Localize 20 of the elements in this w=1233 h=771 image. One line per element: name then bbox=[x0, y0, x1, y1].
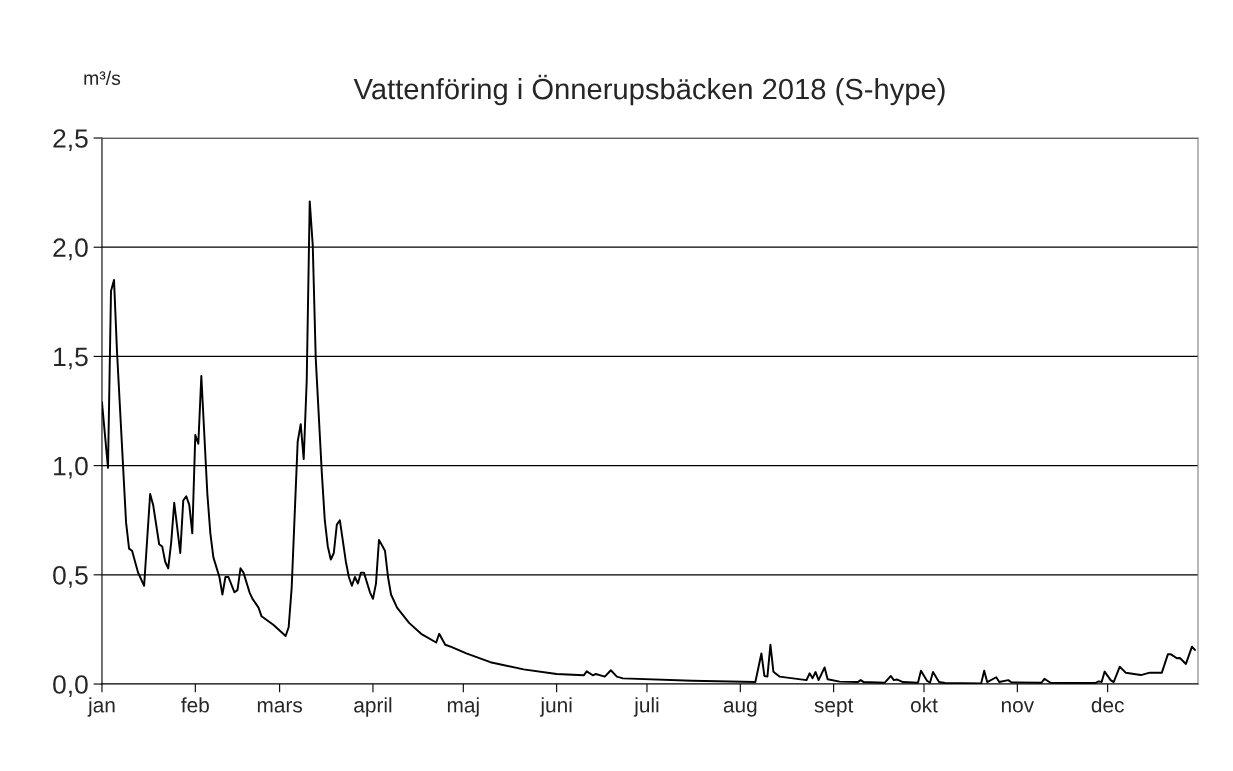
x-tick-label: juni bbox=[539, 697, 572, 717]
x-tick-label: mars bbox=[257, 701, 303, 713]
chart-title: Vattenföring i Önnerupsbäcken 2018 (S-hype) bbox=[353, 74, 945, 106]
y-tick-label: 1,0 bbox=[54, 456, 88, 479]
x-tick-label: sept bbox=[814, 698, 854, 717]
y-tick-label: 2,5 bbox=[53, 129, 88, 151]
x-tick-label: aug bbox=[723, 701, 757, 717]
x-tick-label: april bbox=[354, 697, 392, 717]
y-tick-label: 0,5 bbox=[53, 565, 88, 588]
x-tick-label: jan bbox=[87, 697, 115, 717]
y-tick-label: 0,0 bbox=[53, 675, 88, 697]
y-axis-title: m³/s bbox=[84, 70, 121, 86]
x-tick-label: dec bbox=[1091, 697, 1124, 713]
x-tick-label: feb bbox=[181, 697, 209, 713]
x-tick-label: maj bbox=[447, 697, 479, 717]
y-tick-label: 2,0 bbox=[53, 238, 88, 261]
x-tick-label: okt bbox=[910, 697, 938, 713]
x-tick-label: nov bbox=[1001, 701, 1035, 713]
x-tick-label: juli bbox=[633, 697, 659, 717]
y-tick-label: 1,5 bbox=[54, 347, 88, 370]
